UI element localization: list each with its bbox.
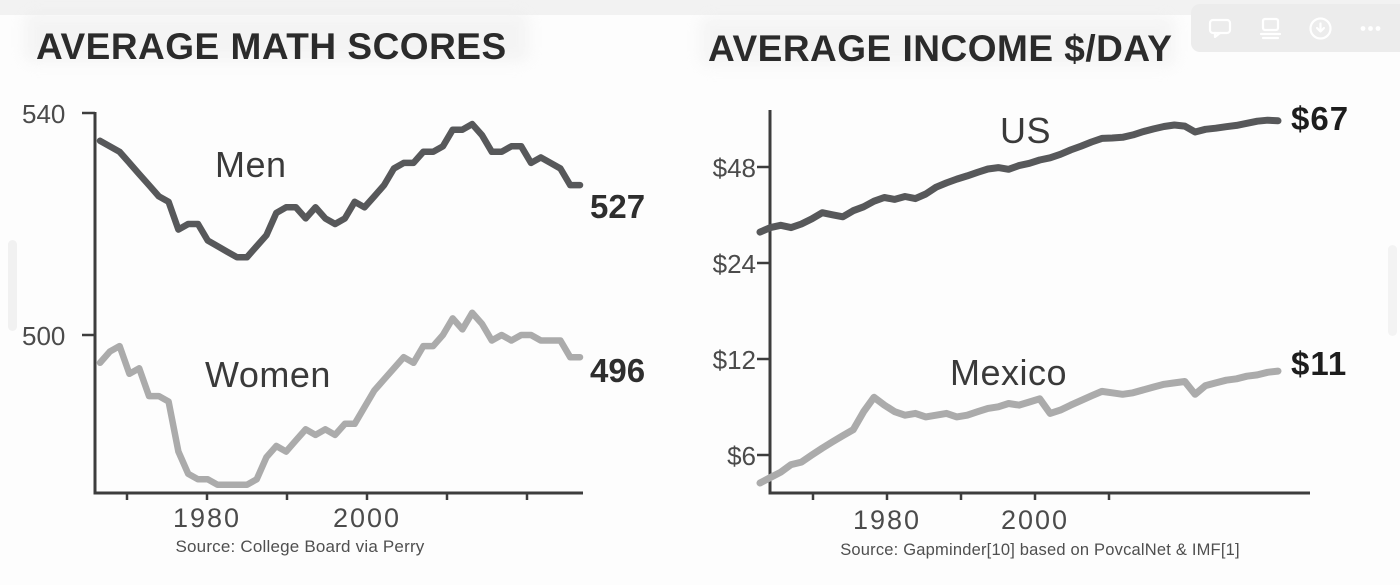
- us-series-label: US: [1000, 110, 1052, 151]
- download-icon: [1309, 16, 1332, 40]
- comment-icon: [1208, 18, 1231, 38]
- math-ytick-540: 540: [22, 99, 66, 129]
- comment-button[interactable]: [1198, 8, 1242, 48]
- income-ytick-6: $6: [727, 441, 756, 471]
- income-ytick-12: $12: [712, 345, 756, 375]
- math-chart-source: Source: College Board via Perry: [175, 537, 425, 556]
- income-chart-plot: [756, 110, 1310, 500]
- left-edge-scroll-handle[interactable]: [8, 240, 17, 331]
- axis-lines: [93, 112, 583, 495]
- mexico-series-label: Mexico: [950, 352, 1068, 393]
- screen-with-lines-icon: [1259, 17, 1281, 39]
- math-chart-title: AVERAGE MATH SCORES: [36, 26, 507, 67]
- income-xtick-2000: 2000: [1000, 505, 1070, 535]
- image-overlay-toolbar: [1191, 4, 1400, 52]
- income-ytick-24: $24: [712, 249, 756, 279]
- women-series-line: [96, 309, 584, 489]
- right-edge-scroll-handle[interactable]: [1388, 245, 1397, 336]
- more-options-icon: [1360, 25, 1381, 31]
- income-ytick-48: $48: [712, 153, 756, 183]
- income-chart-source: Source: Gapminder[10] based on PovcalNet…: [840, 541, 1240, 559]
- men-end-value: 527: [590, 188, 646, 225]
- math-xtick-2000: 2000: [332, 503, 402, 533]
- us-end-value: $67: [1291, 100, 1350, 137]
- women-end-value: 496: [590, 352, 646, 389]
- download-button[interactable]: [1299, 8, 1343, 48]
- income-chart-title: AVERAGE INCOME $/DAY: [708, 28, 1173, 69]
- men-series-line: [96, 120, 584, 261]
- reader-view-button[interactable]: [1248, 8, 1292, 48]
- income-xtick-1980: 1980: [852, 505, 922, 535]
- math-ytick-500: 500: [22, 321, 66, 351]
- axis-lines: [768, 110, 1310, 495]
- more-options-button[interactable]: [1349, 8, 1393, 48]
- us-series-line: [756, 116, 1282, 236]
- math-xtick-1980: 1980: [172, 503, 242, 533]
- math-chart-plot: [82, 111, 584, 500]
- men-series-label: Men: [215, 144, 287, 185]
- mexico-series-line: [756, 367, 1282, 487]
- women-series-label: Women: [205, 354, 331, 395]
- mexico-end-value: $11: [1291, 345, 1348, 382]
